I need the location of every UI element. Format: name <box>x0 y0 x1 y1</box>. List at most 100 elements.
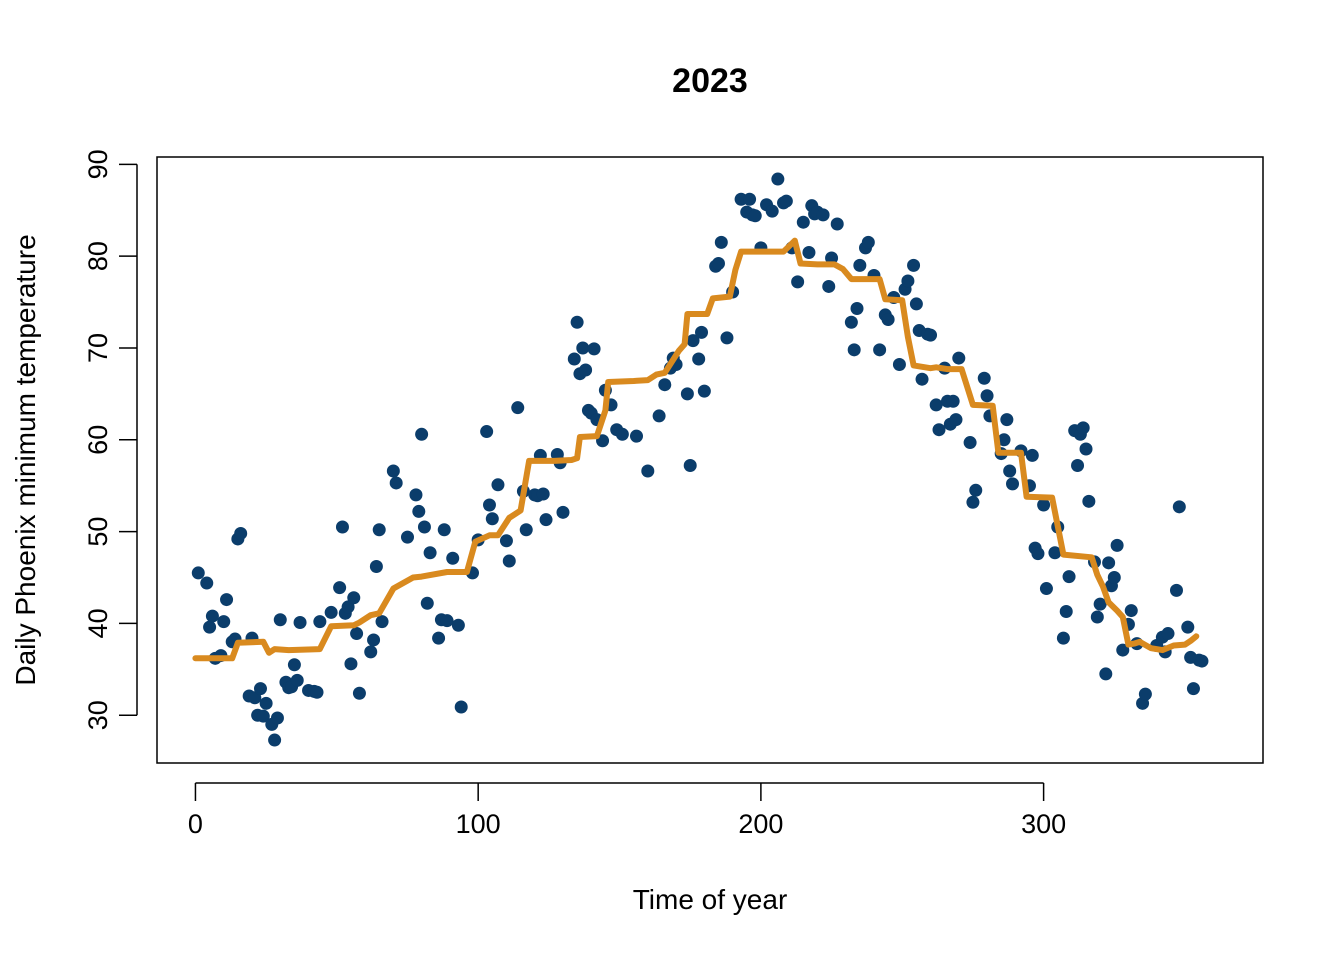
data-point <box>873 343 887 357</box>
data-point <box>324 605 338 619</box>
data-point <box>200 576 214 590</box>
smoothed-series <box>192 237 1200 662</box>
data-point <box>1076 421 1090 435</box>
data-point <box>695 325 709 339</box>
data-point <box>372 523 386 537</box>
data-point <box>423 546 437 560</box>
data-point <box>1099 667 1113 681</box>
data-point <box>1000 413 1014 427</box>
data-point <box>432 631 446 645</box>
data-point <box>932 423 946 437</box>
data-point <box>791 275 805 289</box>
data-point <box>437 523 451 537</box>
data-point <box>748 209 762 223</box>
data-point <box>652 409 666 423</box>
data-point <box>556 505 570 519</box>
data-point <box>1107 571 1121 585</box>
data-point <box>205 609 219 623</box>
data-point <box>536 487 550 501</box>
data-point <box>615 427 629 441</box>
data-point <box>220 593 234 607</box>
data-point <box>350 627 364 641</box>
data-point <box>977 371 991 385</box>
data-point <box>1186 682 1200 696</box>
data-point <box>830 217 844 231</box>
data-point <box>446 551 460 565</box>
data-point <box>268 733 282 747</box>
data-point <box>203 620 217 634</box>
data-point <box>579 363 593 377</box>
data-point <box>802 245 816 259</box>
data-point <box>364 645 378 659</box>
data-point <box>963 436 977 450</box>
data-point <box>844 315 858 329</box>
data-point <box>1161 627 1175 641</box>
data-point <box>1006 477 1020 491</box>
data-point <box>400 530 414 544</box>
data-point <box>352 686 366 700</box>
data-point <box>576 341 590 355</box>
data-point <box>293 616 307 630</box>
data-point <box>1169 583 1183 597</box>
data-point <box>287 658 301 672</box>
chart-title: 2023 <box>672 62 748 100</box>
data-point <box>946 394 960 408</box>
data-point <box>1093 597 1107 611</box>
data-point <box>499 534 513 548</box>
data-point <box>369 560 383 574</box>
data-point <box>1102 556 1116 570</box>
data-point <box>658 378 672 392</box>
data-point <box>347 591 361 605</box>
data-point <box>335 520 349 534</box>
data-point <box>1062 570 1076 584</box>
y-tick-label: 70 <box>83 333 113 363</box>
y-tick-label: 50 <box>83 517 113 547</box>
data-point <box>539 513 553 527</box>
y-tick-label: 80 <box>83 241 113 271</box>
data-point <box>997 433 1011 447</box>
data-point <box>853 258 867 272</box>
data-point <box>901 274 915 288</box>
data-point <box>217 615 231 629</box>
data-point <box>1025 448 1039 462</box>
data-point <box>511 401 525 415</box>
data-point <box>367 633 381 647</box>
data-point <box>969 483 983 497</box>
data-point <box>980 389 994 403</box>
data-point <box>386 464 400 478</box>
data-point <box>714 235 728 249</box>
y-tick-label: 90 <box>83 149 113 179</box>
data-point <box>1031 547 1045 561</box>
data-point <box>1138 687 1152 701</box>
data-point <box>771 172 785 186</box>
x-tick-label: 300 <box>1021 809 1066 839</box>
data-point <box>259 696 273 710</box>
data-point <box>952 351 966 365</box>
data-point <box>415 427 429 441</box>
data-point <box>816 208 830 222</box>
data-point <box>1048 546 1062 560</box>
data-point <box>949 413 963 427</box>
data-point <box>234 526 248 540</box>
data-point <box>191 566 205 580</box>
data-point <box>881 313 895 327</box>
data-point <box>915 372 929 386</box>
data-point <box>567 352 581 366</box>
data-point <box>1172 500 1186 514</box>
data-point <box>1071 459 1085 473</box>
data-point <box>519 523 533 537</box>
y-axis-label: Daily Phoenix minimum temperature <box>10 234 41 685</box>
data-point <box>697 384 711 398</box>
x-axis: 0 100 200 300 <box>188 782 1066 839</box>
series-line <box>192 237 1200 662</box>
data-point <box>711 257 725 271</box>
x-tick-label: 200 <box>738 809 783 839</box>
data-point <box>454 700 468 714</box>
data-point <box>924 328 938 342</box>
data-point <box>253 682 267 696</box>
data-point <box>313 615 327 629</box>
data-point <box>389 476 403 490</box>
data-point <box>1003 464 1017 478</box>
data-point <box>892 358 906 372</box>
